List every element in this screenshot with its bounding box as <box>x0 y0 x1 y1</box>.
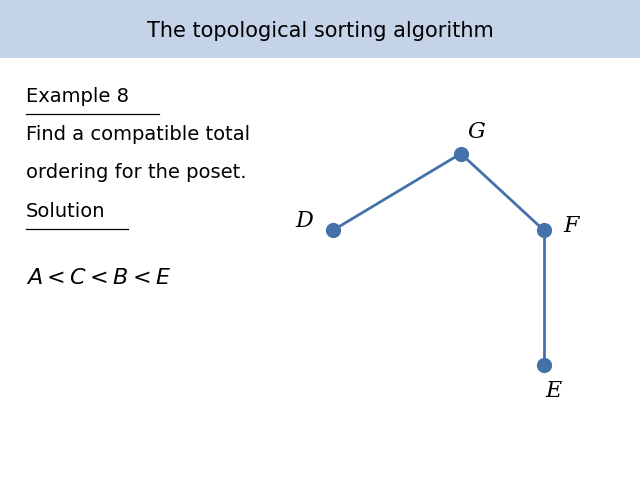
Text: F: F <box>563 215 579 237</box>
Text: The topological sorting algorithm: The topological sorting algorithm <box>147 21 493 41</box>
Text: Solution: Solution <box>26 202 105 221</box>
Text: ordering for the poset.: ordering for the poset. <box>26 163 246 182</box>
Text: Example 8: Example 8 <box>26 86 129 106</box>
Text: $A < C < B < E$: $A < C < B < E$ <box>26 267 171 289</box>
Text: Find a compatible total: Find a compatible total <box>26 125 250 144</box>
Text: D: D <box>295 210 313 232</box>
Point <box>539 361 549 369</box>
Text: E: E <box>545 380 562 402</box>
FancyBboxPatch shape <box>0 0 640 58</box>
Point <box>539 227 549 234</box>
Text: G: G <box>468 121 486 143</box>
Point <box>328 227 338 234</box>
Point <box>456 150 466 157</box>
